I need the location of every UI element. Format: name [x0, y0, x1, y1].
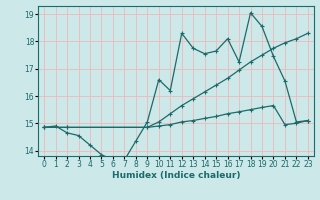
X-axis label: Humidex (Indice chaleur): Humidex (Indice chaleur): [112, 171, 240, 180]
